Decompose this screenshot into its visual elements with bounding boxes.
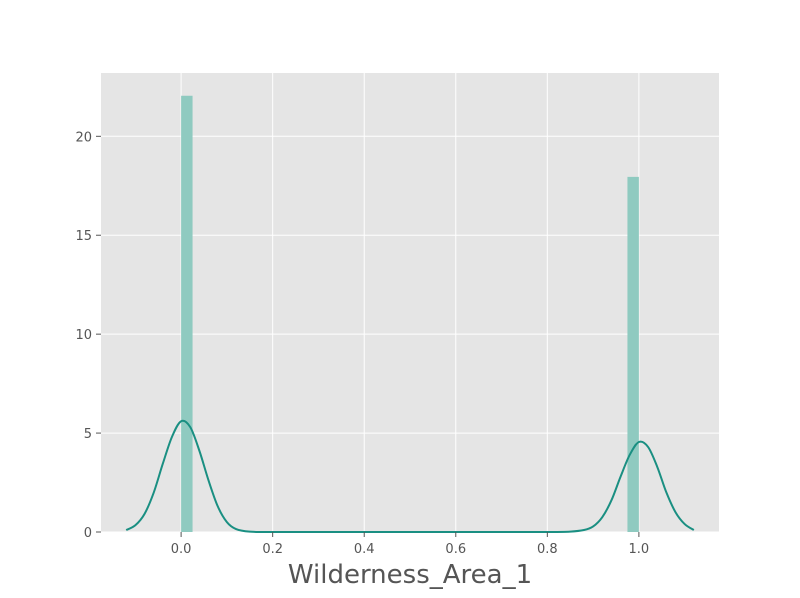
x-tick-label: 0.2 [262,542,283,557]
x-tick-label: 1.0 [629,542,650,557]
histogram-bars [181,95,639,533]
histogram-bar [627,176,639,532]
y-tick-label: 5 [84,427,92,442]
y-tick-label: 15 [75,229,92,244]
histogram-bar [181,95,193,533]
x-axis-title: Wilderness_Area_1 [288,560,532,590]
y-tick-label: 10 [75,328,92,343]
x-tick-label: 0.8 [537,542,558,557]
y-tick-label: 20 [75,130,92,145]
x-tick-label: 0.0 [171,542,192,557]
plot-background [101,73,719,532]
kde-curve [125,419,695,534]
x-tick-label: 0.4 [354,542,375,557]
gridlines [101,73,719,533]
y-axis-ticks: 0 5 10 15 20 [75,130,101,541]
x-tick-label: 0.6 [445,542,466,557]
x-axis-ticks: 0.0 0.2 0.4 0.6 0.8 1.0 [171,532,649,557]
y-tick-label: 0 [84,526,92,541]
